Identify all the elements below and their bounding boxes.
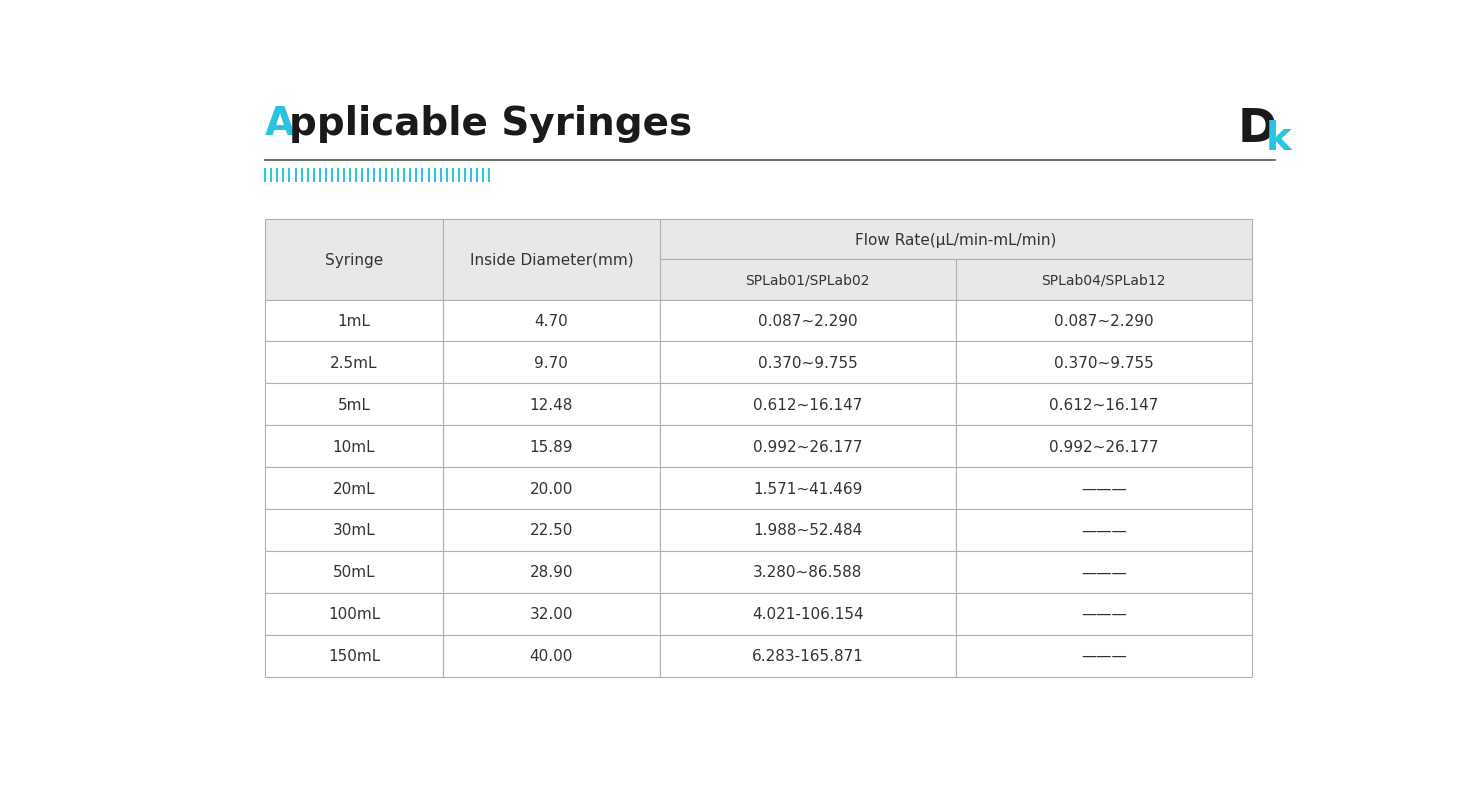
Text: 20mL: 20mL	[333, 481, 376, 496]
Bar	[956, 300, 1252, 342]
Text: 3.280~86.588: 3.280~86.588	[753, 565, 863, 580]
Text: pplicable Syringes: pplicable Syringes	[290, 104, 693, 143]
Bar	[660, 384, 956, 426]
Text: ———: ———	[1080, 648, 1126, 663]
Bar	[956, 551, 1252, 593]
Bar	[265, 593, 443, 635]
Bar	[660, 468, 956, 509]
Text: 150mL: 150mL	[329, 648, 380, 663]
Bar	[265, 300, 443, 342]
Text: 10mL: 10mL	[333, 439, 376, 454]
Text: 1.571~41.469: 1.571~41.469	[753, 481, 863, 496]
Text: 6.283-165.871: 6.283-165.871	[752, 648, 864, 663]
Text: 12.48: 12.48	[530, 397, 573, 412]
Text: A: A	[265, 104, 296, 143]
Bar	[265, 551, 443, 593]
Text: 30mL: 30mL	[333, 523, 376, 538]
Text: SPLab04/SPLab12: SPLab04/SPLab12	[1042, 273, 1166, 287]
Text: 22.50: 22.50	[530, 523, 573, 538]
Bar	[660, 635, 956, 677]
Bar	[265, 635, 443, 677]
Bar	[443, 593, 660, 635]
Bar	[660, 220, 1252, 260]
Bar	[956, 260, 1252, 300]
Bar	[956, 635, 1252, 677]
Text: k: k	[1265, 120, 1291, 158]
Bar	[660, 593, 956, 635]
Text: Inside Diameter(mm): Inside Diameter(mm)	[469, 253, 633, 267]
Text: Syringe: Syringe	[326, 253, 383, 267]
Bar	[956, 509, 1252, 551]
Bar	[443, 509, 660, 551]
Text: ———: ———	[1080, 481, 1126, 496]
Text: 15.89: 15.89	[530, 439, 573, 454]
Bar	[265, 220, 443, 300]
Bar	[265, 468, 443, 509]
Text: 4.70: 4.70	[534, 314, 568, 329]
Text: 0.087~2.290: 0.087~2.290	[1054, 314, 1153, 329]
Text: 1mL: 1mL	[337, 314, 370, 329]
Text: 5mL: 5mL	[337, 397, 370, 412]
Text: 0.612~16.147: 0.612~16.147	[1049, 397, 1159, 412]
Bar	[265, 342, 443, 384]
Bar	[660, 300, 956, 342]
Bar	[443, 635, 660, 677]
Bar	[660, 342, 956, 384]
Text: 40.00: 40.00	[530, 648, 573, 663]
Bar	[443, 342, 660, 384]
Bar	[956, 426, 1252, 468]
Text: D: D	[1237, 107, 1277, 152]
Bar	[443, 426, 660, 468]
Bar	[956, 468, 1252, 509]
Bar	[956, 342, 1252, 384]
Text: 0.370~9.755: 0.370~9.755	[758, 355, 858, 371]
Bar	[660, 426, 956, 468]
Bar	[956, 384, 1252, 426]
Bar	[443, 551, 660, 593]
Bar	[443, 468, 660, 509]
Text: 0.612~16.147: 0.612~16.147	[753, 397, 863, 412]
Text: ———: ———	[1080, 523, 1126, 538]
Bar	[660, 551, 956, 593]
Text: 20.00: 20.00	[530, 481, 573, 496]
Bar	[443, 220, 660, 300]
Text: 4.021-106.154: 4.021-106.154	[752, 606, 864, 622]
Text: Flow Rate(μL/min-mL/min): Flow Rate(μL/min-mL/min)	[855, 233, 1057, 247]
Bar	[660, 509, 956, 551]
Bar	[265, 509, 443, 551]
Text: 0.087~2.290: 0.087~2.290	[758, 314, 857, 329]
Text: 0.370~9.755: 0.370~9.755	[1054, 355, 1153, 371]
Text: 32.00: 32.00	[530, 606, 573, 622]
Text: 0.992~26.177: 0.992~26.177	[1049, 439, 1159, 454]
Text: 50mL: 50mL	[333, 565, 376, 580]
Bar	[443, 300, 660, 342]
Text: 28.90: 28.90	[530, 565, 573, 580]
Text: ———: ———	[1080, 606, 1126, 622]
Text: SPLab01/SPLab02: SPLab01/SPLab02	[746, 273, 870, 287]
Text: 100mL: 100mL	[329, 606, 380, 622]
Text: 1.988~52.484: 1.988~52.484	[753, 523, 863, 538]
Text: 9.70: 9.70	[534, 355, 568, 371]
Bar	[660, 260, 956, 300]
Bar	[443, 384, 660, 426]
Bar	[265, 384, 443, 426]
Text: 0.992~26.177: 0.992~26.177	[753, 439, 863, 454]
Bar	[265, 426, 443, 468]
Text: ———: ———	[1080, 565, 1126, 580]
Text: 2.5mL: 2.5mL	[330, 355, 377, 371]
Bar	[956, 593, 1252, 635]
